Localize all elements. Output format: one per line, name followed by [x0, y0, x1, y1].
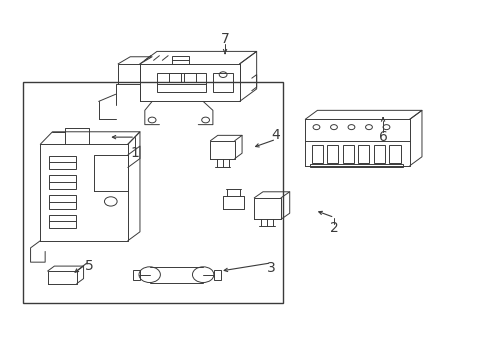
Bar — [183, 73, 196, 82]
Bar — [49, 195, 76, 208]
Bar — [133, 270, 140, 280]
Bar — [358, 145, 369, 163]
Text: 2: 2 — [329, 221, 338, 235]
Text: 5: 5 — [84, 259, 93, 273]
Bar — [309, 164, 402, 167]
Bar — [342, 145, 353, 163]
Bar — [49, 156, 76, 169]
Bar — [213, 270, 220, 280]
Bar — [373, 145, 384, 163]
Bar — [388, 145, 400, 163]
Text: 6: 6 — [378, 130, 386, 144]
Bar — [23, 82, 283, 303]
Bar — [169, 73, 181, 82]
Text: 7: 7 — [220, 32, 229, 46]
Bar — [157, 73, 205, 93]
Bar — [49, 175, 76, 189]
Text: 4: 4 — [271, 129, 280, 142]
Bar — [326, 145, 338, 163]
Text: 3: 3 — [266, 261, 275, 275]
Text: 1: 1 — [130, 146, 139, 160]
Bar — [171, 56, 188, 64]
Bar — [212, 73, 233, 93]
Bar — [311, 145, 322, 163]
Bar — [49, 215, 76, 228]
